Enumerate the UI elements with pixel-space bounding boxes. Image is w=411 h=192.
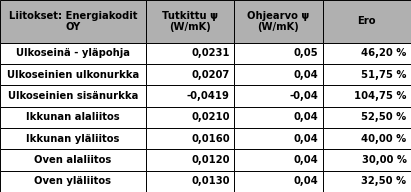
Bar — [0, 149, 146, 171]
Text: 0,0207: 0,0207 — [192, 70, 230, 80]
Bar — [234, 128, 323, 149]
Text: 0,0231: 0,0231 — [192, 48, 230, 58]
Bar — [0, 128, 146, 149]
Bar — [234, 171, 323, 192]
Text: Ulkoseinien ulkonurkka: Ulkoseinien ulkonurkka — [7, 70, 139, 80]
Bar — [0, 64, 146, 85]
Text: Oven alaliitos: Oven alaliitos — [35, 155, 111, 165]
Bar — [323, 107, 411, 128]
Text: -0,04: -0,04 — [289, 91, 318, 101]
Text: -0,0419: -0,0419 — [187, 91, 230, 101]
Bar — [323, 85, 411, 107]
Text: 0,0210: 0,0210 — [192, 112, 230, 122]
Text: 32,50 %: 32,50 % — [361, 176, 406, 186]
Bar — [234, 107, 323, 128]
Text: 0,0160: 0,0160 — [191, 134, 230, 144]
Bar — [146, 128, 234, 149]
Bar — [323, 0, 411, 43]
Text: Ero: Ero — [358, 16, 376, 26]
Text: 46,20 %: 46,20 % — [361, 48, 406, 58]
Bar — [323, 171, 411, 192]
Text: 0,05: 0,05 — [293, 48, 318, 58]
Text: Oven yläliitos: Oven yläliitos — [35, 176, 111, 186]
Bar — [146, 171, 234, 192]
Text: 40,00 %: 40,00 % — [361, 134, 406, 144]
Bar — [234, 85, 323, 107]
Text: Ikkunan alaliitos: Ikkunan alaliitos — [26, 112, 120, 122]
Text: 0,04: 0,04 — [293, 70, 318, 80]
Text: Ohjearvo ψ
(W/mK): Ohjearvo ψ (W/mK) — [247, 11, 309, 32]
Bar — [0, 107, 146, 128]
Bar — [323, 43, 411, 64]
Text: 104,75 %: 104,75 % — [354, 91, 406, 101]
Bar — [146, 64, 234, 85]
Bar — [0, 0, 146, 43]
Bar — [234, 43, 323, 64]
Bar — [0, 43, 146, 64]
Text: Ulkoseinien sisänurkka: Ulkoseinien sisänurkka — [8, 91, 138, 101]
Text: Tutkittu ψ
(W/mK): Tutkittu ψ (W/mK) — [162, 11, 218, 32]
Text: 0,04: 0,04 — [293, 112, 318, 122]
Text: 30,00 %: 30,00 % — [362, 155, 406, 165]
Bar — [0, 85, 146, 107]
Bar — [323, 64, 411, 85]
Bar — [323, 128, 411, 149]
Text: Liitokset: Energiakodit
OY: Liitokset: Energiakodit OY — [9, 11, 137, 32]
Bar — [146, 85, 234, 107]
Text: Ikkunan yläliitos: Ikkunan yläliitos — [26, 134, 120, 144]
Text: 0,04: 0,04 — [293, 155, 318, 165]
Text: 51,75 %: 51,75 % — [361, 70, 406, 80]
Text: Ulkoseinä - yläpohja: Ulkoseinä - yläpohja — [16, 48, 130, 58]
Bar — [146, 43, 234, 64]
Text: 0,04: 0,04 — [293, 134, 318, 144]
Bar — [146, 107, 234, 128]
Text: 52,50 %: 52,50 % — [361, 112, 406, 122]
Bar — [0, 171, 146, 192]
Bar — [323, 149, 411, 171]
Bar — [234, 0, 323, 43]
Text: 0,04: 0,04 — [293, 176, 318, 186]
Bar — [146, 149, 234, 171]
Bar — [234, 149, 323, 171]
Bar — [234, 64, 323, 85]
Text: 0,0120: 0,0120 — [192, 155, 230, 165]
Bar — [146, 0, 234, 43]
Text: 0,0130: 0,0130 — [192, 176, 230, 186]
